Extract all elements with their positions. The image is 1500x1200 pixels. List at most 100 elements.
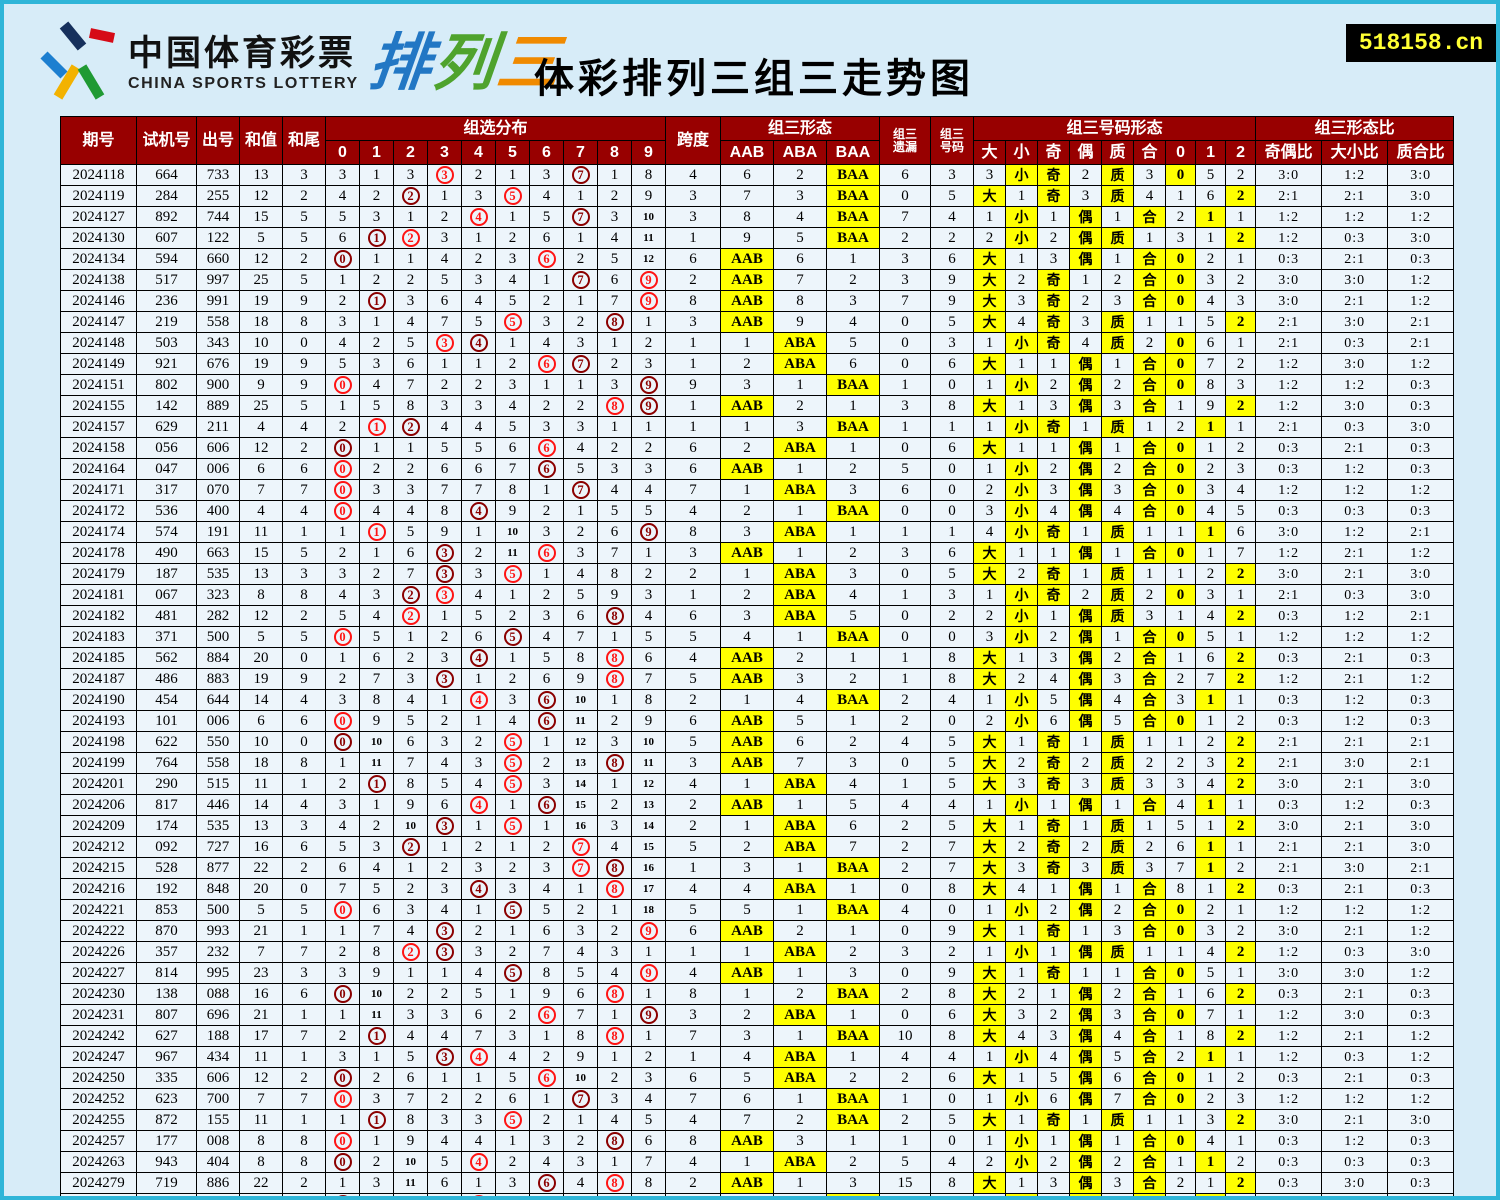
road-miss-cell: 1	[1225, 1130, 1257, 1152]
shape-hit-cell: 合	[1133, 290, 1167, 312]
form-miss-cell: 4	[826, 311, 881, 333]
road-miss-cell: 1	[1225, 1046, 1257, 1068]
shape-hit-cell: 合	[1133, 374, 1167, 396]
dist-miss-cell: 7	[529, 941, 564, 963]
shape-hit-cell: 合	[1133, 1067, 1167, 1089]
group3-number-cell: 0	[930, 1088, 975, 1110]
period-cell: 2024190	[60, 689, 137, 711]
ratio-cell: 3:0	[1255, 920, 1323, 942]
shape-miss-cell: 2	[1037, 1004, 1071, 1026]
dist-miss-cell: 3	[359, 836, 394, 858]
ratio-cell: 2:1	[1321, 185, 1389, 207]
col-shape-6: 0	[1165, 140, 1197, 165]
ratio-cell: 0:3	[1321, 332, 1389, 354]
shape-miss-cell: 1	[973, 1193, 1007, 1196]
shape-hit-cell: 合	[1133, 962, 1167, 984]
ratio-cell: 2:1	[1321, 815, 1389, 837]
dist-miss-cell: 6	[393, 353, 428, 375]
span-cell: 4	[665, 962, 722, 984]
sum-tail-cell: 2	[282, 437, 326, 459]
ratio-cell: 0:3	[1255, 605, 1323, 627]
shape-miss-cell: 1	[1069, 269, 1103, 291]
dist-hit-single-cell: 1	[359, 227, 394, 249]
road-hit-cell: 2	[1225, 983, 1257, 1005]
shape-miss-cell: 6	[1037, 1088, 1071, 1110]
span-cell: 2	[665, 563, 722, 585]
shape-miss-cell: 1	[1037, 542, 1071, 564]
dist-miss-cell: 18	[630, 899, 667, 921]
group3-miss-cell: 3	[879, 395, 932, 417]
form-miss-cell: 1	[773, 899, 828, 921]
shape-hit-cell: 偶	[1069, 626, 1103, 648]
shape-hit-cell: 合	[1133, 248, 1167, 270]
road-miss-cell: 1	[1225, 248, 1257, 270]
group3-miss-cell: 1	[879, 584, 932, 606]
span-cell: 2	[665, 689, 722, 711]
dist-hit-repeat-cell: 9	[630, 920, 667, 942]
ratio-cell: 3:0	[1387, 836, 1455, 858]
test-number-cell: 943	[136, 1151, 197, 1173]
dist-miss-cell: 1	[359, 437, 394, 459]
dist-miss-cell: 1	[359, 1046, 394, 1068]
shape-miss-cell: 1	[1101, 878, 1135, 900]
shape-hit-cell: 偶	[1069, 1172, 1103, 1194]
road-miss-cell: 6	[1195, 185, 1227, 207]
col-form-ABA: ABA	[773, 140, 828, 165]
test-number-cell: 454	[136, 689, 197, 711]
shape-miss-cell: 1	[973, 416, 1007, 438]
shape-miss-cell: 1	[1069, 731, 1103, 753]
shape-miss-cell: 1	[1005, 731, 1039, 753]
sum-tail-cell: 6	[282, 458, 326, 480]
dist-miss-cell: 4	[461, 773, 496, 795]
dist-hit-repeat-cell: 1	[359, 521, 394, 543]
road-miss-cell: 1	[1165, 1025, 1197, 1047]
dist-hit-single-cell: 1	[359, 773, 394, 795]
sum-tail-cell: 3	[282, 962, 326, 984]
shape-hit-cell: 合	[1133, 1193, 1167, 1196]
form-hit-cell: ABA	[773, 773, 828, 795]
test-number-cell: 536	[136, 500, 197, 522]
form-miss-cell: 2	[773, 983, 828, 1005]
span-cell: 8	[665, 1130, 722, 1152]
dist-miss-cell: 3	[495, 1025, 530, 1047]
dist-miss-cell: 2	[393, 458, 428, 480]
form-hit-cell: BAA	[826, 1088, 881, 1110]
road-miss-cell: 2	[1195, 899, 1227, 921]
form-hit-cell: AAB	[720, 290, 775, 312]
group3-miss-cell: 6	[879, 164, 932, 186]
form-miss-cell: 1	[773, 1088, 828, 1110]
shape-miss-cell: 1	[1037, 605, 1071, 627]
dist-miss-cell: 2	[563, 248, 598, 270]
group3-number-cell: 5	[930, 773, 975, 795]
shape-miss-cell: 1	[1037, 878, 1071, 900]
dist-miss-cell: 4	[563, 941, 598, 963]
span-cell: 7	[665, 1025, 722, 1047]
group3-miss-cell: 10	[879, 1025, 932, 1047]
group3-miss-cell: 0	[879, 626, 932, 648]
group3-number-cell: 9	[930, 269, 975, 291]
dist-hit-repeat-cell: 0	[325, 500, 360, 522]
dist-miss-cell: 5	[461, 311, 496, 333]
sum-cell: 12	[239, 185, 283, 207]
form-miss-cell: 3	[826, 479, 881, 501]
road-miss-cell: 7	[1195, 353, 1227, 375]
road-miss-cell: 2	[1165, 1046, 1197, 1068]
ratio-cell: 0:3	[1387, 1172, 1455, 1194]
ratio-cell: 0:3	[1255, 647, 1323, 669]
dist-miss-cell: 3	[427, 647, 462, 669]
dist-miss-cell: 5	[529, 899, 564, 921]
form-miss-cell: 1	[826, 1130, 881, 1152]
ratio-cell: 1:2	[1321, 479, 1389, 501]
dist-miss-cell: 4	[529, 332, 564, 354]
form-hit-cell: BAA	[826, 374, 881, 396]
dist-miss-cell: 2	[359, 1067, 394, 1089]
test-number-cell: 817	[136, 794, 197, 816]
ratio-cell: 0:3	[1321, 941, 1389, 963]
shape-miss-cell: 2	[1037, 626, 1071, 648]
dist-miss-cell: 7	[427, 1193, 462, 1196]
form-miss-cell: 6	[826, 815, 881, 837]
shape-miss-cell: 2	[1101, 1151, 1135, 1173]
road-hit-cell: 2	[1225, 563, 1257, 585]
shape-miss-cell: 3	[1005, 857, 1039, 879]
road-hit-cell: 2	[1225, 185, 1257, 207]
